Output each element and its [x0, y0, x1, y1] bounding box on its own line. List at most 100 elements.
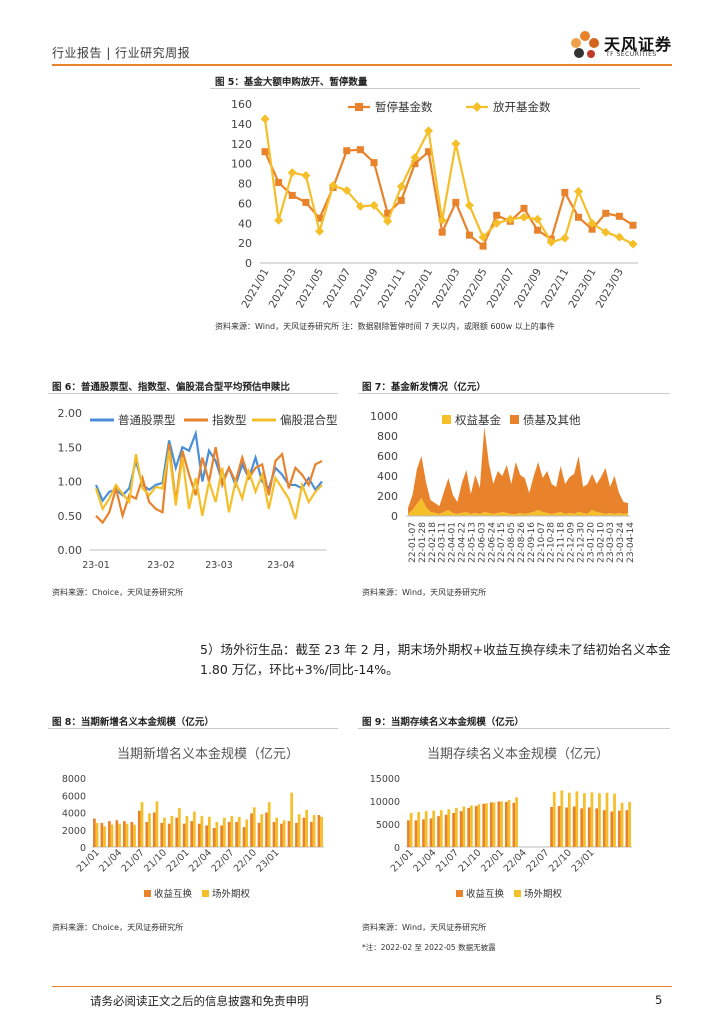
data-point [384, 209, 392, 217]
bar [167, 823, 171, 847]
bar [230, 815, 234, 847]
bar [148, 813, 151, 847]
x-tick-label: 22/04 [187, 847, 214, 874]
bar [595, 808, 599, 847]
legend-label: 场外期权 [212, 888, 251, 900]
x-tick-label: 22-03-11 [438, 522, 448, 563]
bar [422, 819, 425, 847]
bar [459, 811, 463, 847]
data-point [425, 148, 433, 156]
bar [160, 822, 164, 847]
bar [250, 813, 253, 847]
bar [170, 815, 174, 847]
bar [565, 807, 568, 847]
y-tick-label: 80 [238, 178, 252, 191]
data-point [629, 221, 637, 229]
fig8-title: 图 8：当期新增名义本金规模（亿元） [52, 717, 214, 728]
chart-title: 当期新增名义本金规模（亿元） [117, 746, 299, 762]
x-tick-label: 22-08-26 [517, 522, 527, 563]
legend-label: 收益互换 [154, 888, 193, 900]
x-tick-label: 22-02-18 [428, 522, 438, 563]
bar [417, 812, 421, 847]
y-tick-label: 600 [377, 450, 398, 463]
bar [93, 818, 96, 847]
bar [437, 816, 440, 847]
x-tick-label: 22-05-13 [467, 522, 477, 563]
bar [265, 812, 268, 847]
data-point [464, 200, 474, 210]
bar [590, 792, 594, 847]
y-tick-label: 1000 [370, 410, 398, 423]
bar [567, 792, 571, 847]
y-tick-label: 800 [377, 430, 398, 443]
x-tick-label: 22-11-18 [557, 522, 567, 563]
bar [477, 804, 481, 847]
logo-subtext: TF SECURITIES [606, 51, 657, 58]
series-line-2 [263, 118, 634, 246]
bar [572, 806, 576, 847]
legend-label: 放开基金数 [493, 100, 551, 114]
data-point [316, 214, 324, 222]
bar [175, 817, 179, 847]
bar [155, 801, 159, 847]
bar [178, 808, 181, 847]
data-point [602, 209, 610, 217]
fig8-title-rule [48, 728, 338, 729]
bar [272, 821, 276, 847]
chart-title: 当期存续名义本金规模（亿元） [427, 746, 609, 762]
data-point [573, 186, 583, 196]
fig9-title-rule [358, 728, 670, 729]
data-point [561, 188, 569, 196]
data-point [342, 185, 352, 195]
fig5-chart: 0204060801001201401602021/012021/032021/… [231, 98, 638, 310]
bar [287, 821, 291, 847]
y-tick-label: 0 [80, 843, 86, 854]
data-point [492, 218, 502, 228]
bar [260, 814, 264, 847]
footer-rule [52, 986, 672, 987]
y-tick-label: 2000 [62, 826, 86, 837]
bar [482, 803, 486, 847]
y-tick-label: 100 [231, 158, 252, 171]
x-tick-label: 22-10-07 [537, 522, 547, 563]
y-tick-label: 4000 [62, 809, 86, 820]
bar [125, 823, 129, 847]
bar [605, 792, 609, 847]
bar [550, 806, 553, 847]
fig8-source: 资料来源：Choice，天风证券研究所 [52, 923, 184, 932]
bar [115, 820, 119, 847]
bar [560, 790, 564, 847]
fig5-source: 资料来源：Wind，天风证券研究所 注：数据剔除暂停时间 7 天以内，或限额 6… [215, 322, 555, 331]
bar [140, 802, 144, 847]
bar [317, 815, 321, 847]
bar [193, 811, 196, 847]
bar [205, 825, 208, 847]
y-tick-label: 1.50 [58, 441, 83, 454]
data-point [369, 200, 379, 210]
series-line-3 [94, 450, 323, 520]
fig6-title: 图 6：普通股票型、指数型、偏股混合型平均预估申赎比 [52, 382, 290, 393]
bar [208, 816, 211, 847]
data-point [356, 146, 364, 154]
bar [452, 812, 455, 847]
y-tick-label: 60 [238, 197, 252, 210]
x-tick-label: 23-04 [267, 560, 295, 571]
data-point [451, 139, 461, 149]
bar [575, 791, 579, 847]
bar [602, 810, 606, 847]
x-tick-label: 22-06-03 [477, 522, 487, 563]
bar [237, 816, 241, 847]
bar [190, 821, 194, 847]
data-point [411, 160, 419, 168]
bar [613, 793, 616, 847]
series-area-1 [408, 498, 628, 516]
data-point [301, 171, 311, 181]
legend-label: 收益互换 [466, 888, 505, 900]
x-tick-label: 21/10 [457, 847, 484, 874]
bar [95, 822, 99, 847]
bar [212, 828, 216, 847]
x-tick-label: 22-09-16 [527, 522, 537, 563]
x-tick-label: 23-03-03 [606, 522, 616, 563]
bar [432, 810, 436, 847]
y-tick-label: 20 [238, 237, 252, 250]
